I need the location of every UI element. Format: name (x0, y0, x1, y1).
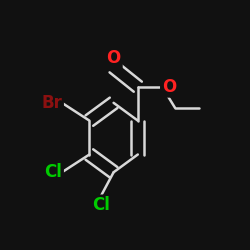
Text: Cl: Cl (44, 163, 62, 181)
Text: Cl: Cl (92, 196, 110, 214)
Text: Br: Br (41, 94, 62, 112)
Text: O: O (106, 49, 121, 67)
Text: O: O (162, 78, 176, 96)
